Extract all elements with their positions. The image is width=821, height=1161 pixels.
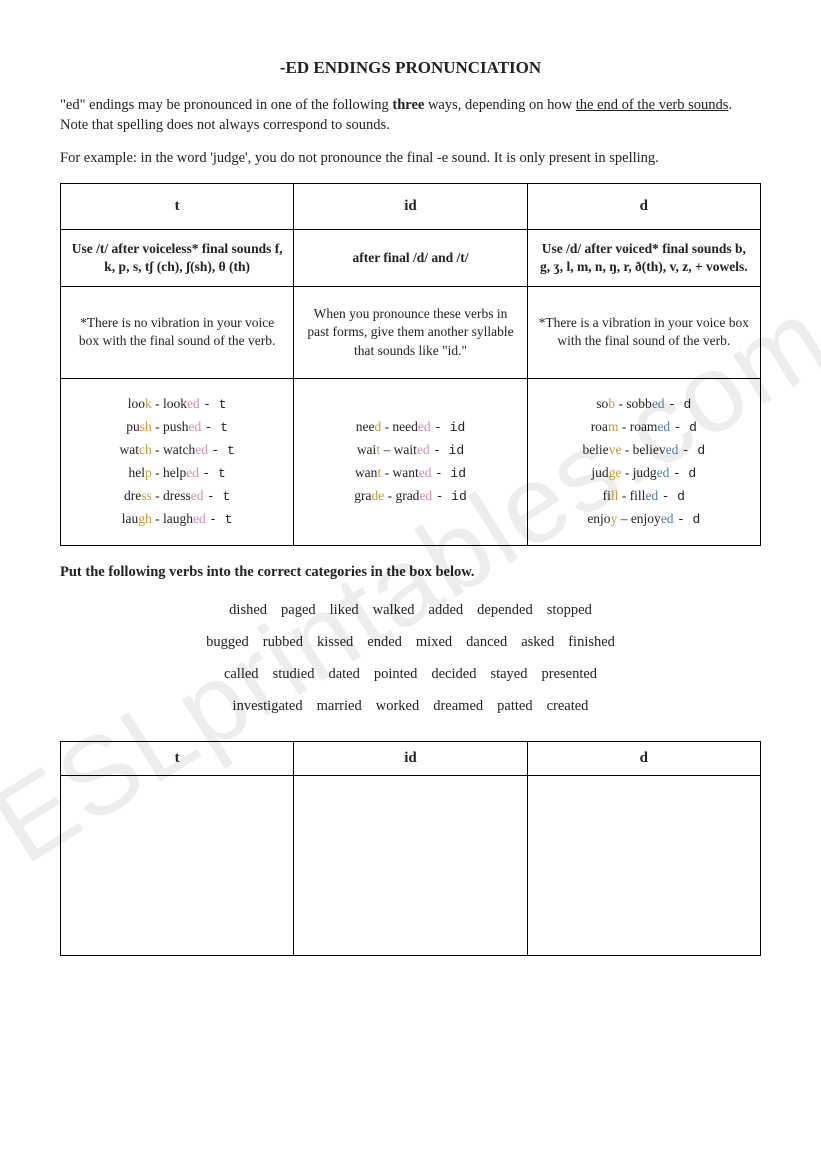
example-line: judge - judged - d <box>534 462 754 485</box>
word-bank-word: dreamed <box>433 698 483 714</box>
word-bank-word: stopped <box>547 602 592 618</box>
rule-d: Use /d/ after voiced* final sounds b, g,… <box>527 229 760 286</box>
word-bank-row: investigated married worked dreamed patted cr… <box>60 691 761 723</box>
word-bank-word: worked <box>376 698 420 714</box>
intro-underline: the end of the verb sounds <box>576 97 729 113</box>
note-d: *There is a vibration in your voice box … <box>527 287 760 379</box>
word-bank-word: added <box>429 602 464 618</box>
word-bank-word: finished <box>568 634 615 650</box>
example-line: push - pushed - t <box>67 416 287 439</box>
word-bank-word: bugged <box>206 634 249 650</box>
intro-paragraph-2: For example: in the word 'judge', you do… <box>60 149 761 169</box>
note-t: *There is no vibration in your voice box… <box>61 287 294 379</box>
example-line: sob - sobbed - d <box>534 393 754 416</box>
word-bank-word: walked <box>373 602 415 618</box>
word-bank-word: married <box>317 698 362 714</box>
word-bank-word: asked <box>521 634 554 650</box>
answer-cell-id[interactable] <box>294 775 527 955</box>
answer-body-row <box>61 775 761 955</box>
rule-id: after final /d/ and /t/ <box>294 229 527 286</box>
answer-cell-d[interactable] <box>527 775 760 955</box>
word-bank-word: stayed <box>490 666 527 682</box>
word-bank-row: dished paged liked walked added depended stopp… <box>60 595 761 627</box>
intro-text: "ed" endings may be pronounced in one of… <box>60 97 392 113</box>
word-bank-word: investigated <box>233 698 303 714</box>
example-line: fill - filled - d <box>534 485 754 508</box>
answer-table: t id d <box>60 741 761 956</box>
rules-table: t id d Use /t/ after voiceless* final so… <box>60 183 761 547</box>
example-line: want - wanted - id <box>300 462 520 485</box>
header-t: t <box>61 183 294 229</box>
examples-d: sob - sobbed - droam - roamed - dbelieve… <box>527 378 760 546</box>
note-id: When you pronounce these verbs in past f… <box>294 287 527 379</box>
example-line: laugh - laughed - t <box>67 508 287 531</box>
word-bank-word: pointed <box>374 666 418 682</box>
word-bank-word: called <box>224 666 259 682</box>
word-bank-word: depended <box>477 602 533 618</box>
answer-header-d: d <box>527 741 760 775</box>
word-bank-word: ended <box>367 634 402 650</box>
example-line: roam - roamed - d <box>534 416 754 439</box>
table-note-row: *There is no vibration in your voice box… <box>61 287 761 379</box>
table-examples-row: look - looked - tpush - pushed - twatch … <box>61 378 761 546</box>
word-bank-row: called studied dated pointed decided stayed pr… <box>60 659 761 691</box>
example-line: enjoy – enjoyed - d <box>534 508 754 531</box>
word-bank-word: patted <box>497 698 532 714</box>
intro-text: ways, depending on how <box>424 97 575 113</box>
page-title: -ED ENDINGS PRONUNCIATION <box>60 58 761 78</box>
table-header-row: t id d <box>61 183 761 229</box>
word-bank-word: liked <box>330 602 359 618</box>
answer-header-row: t id d <box>61 741 761 775</box>
exercise-heading: Put the following verbs into the correct… <box>60 564 761 581</box>
word-bank-word: dished <box>229 602 267 618</box>
word-bank-word: kissed <box>317 634 353 650</box>
table-rule-row: Use /t/ after voiceless* final sounds f,… <box>61 229 761 286</box>
word-bank-word: presented <box>542 666 598 682</box>
intro-bold: three <box>392 97 424 113</box>
example-line: need - needed - id <box>300 416 520 439</box>
examples-id: need - needed - idwait – waited - idwant… <box>294 378 527 546</box>
example-line: believe - believed - d <box>534 439 754 462</box>
word-bank-word: danced <box>466 634 507 650</box>
answer-cell-t[interactable] <box>61 775 294 955</box>
word-bank-word: dated <box>328 666 359 682</box>
header-d: d <box>527 183 760 229</box>
answer-header-t: t <box>61 741 294 775</box>
example-line: wait – waited - id <box>300 439 520 462</box>
example-line: watch - watched - t <box>67 439 287 462</box>
header-id: id <box>294 183 527 229</box>
word-bank-word: mixed <box>416 634 452 650</box>
word-bank-word: studied <box>273 666 315 682</box>
example-line: dress - dressed - t <box>67 485 287 508</box>
example-line: grade - graded - id <box>300 485 520 508</box>
word-bank-row: bugged rubbed kissed ended mixed danced askedf… <box>60 627 761 659</box>
answer-header-id: id <box>294 741 527 775</box>
example-line: look - looked - t <box>67 393 287 416</box>
word-bank-word: created <box>547 698 589 714</box>
word-bank: dished paged liked walked added depended stopp… <box>60 595 761 723</box>
example-line: help - helped - t <box>67 462 287 485</box>
word-bank-word: decided <box>431 666 476 682</box>
rule-t: Use /t/ after voiceless* final sounds f,… <box>61 229 294 286</box>
examples-t: look - looked - tpush - pushed - twatch … <box>61 378 294 546</box>
intro-paragraph-1: "ed" endings may be pronounced in one of… <box>60 96 761 135</box>
word-bank-word: paged <box>281 602 316 618</box>
word-bank-word: rubbed <box>263 634 303 650</box>
